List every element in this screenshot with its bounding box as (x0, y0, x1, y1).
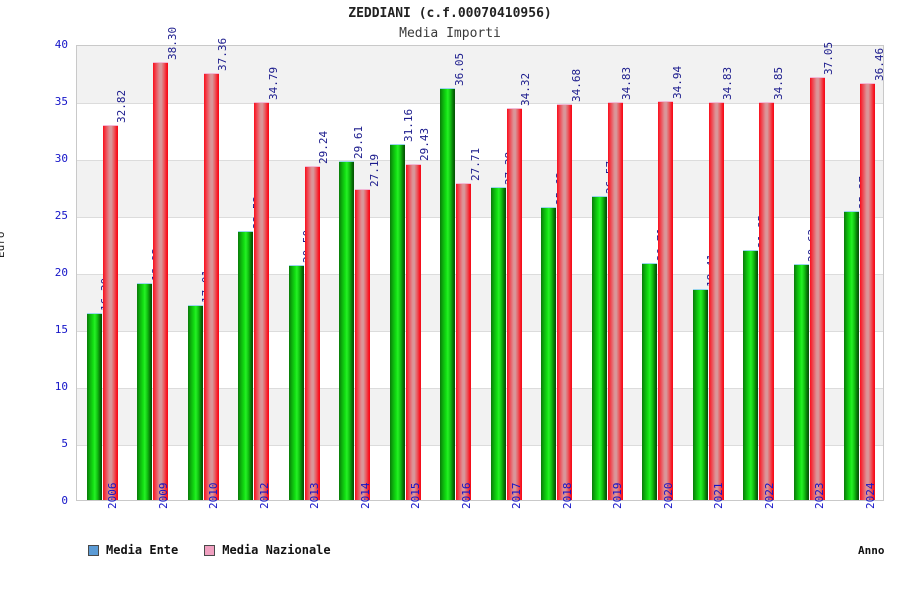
bar-media-nazionale[interactable] (860, 83, 876, 500)
bar-media-ente[interactable] (339, 161, 355, 500)
gridline (77, 388, 883, 389)
bar-media-ente[interactable] (490, 186, 506, 500)
y-axis-tick-label: 5 (61, 437, 68, 450)
y-axis-tick-label: 15 (54, 323, 68, 336)
legend-label: Media Ente (106, 543, 179, 557)
bar-media-nazionale[interactable] (708, 101, 724, 500)
bar-value-label: 34.32 (519, 72, 533, 106)
legend-swatch-icon (88, 544, 99, 556)
bar-media-ente[interactable] (541, 206, 557, 500)
bar-media-nazionale[interactable] (102, 124, 118, 500)
x-axis-tick-label: 2012 (257, 482, 271, 510)
bar-media-nazionale[interactable] (456, 183, 472, 500)
bar-media-nazionale[interactable] (203, 73, 219, 500)
bar-media-nazionale[interactable] (557, 103, 573, 500)
legend-label: Media Nazionale (222, 543, 331, 557)
bar-value-label: 34.94 (670, 65, 684, 99)
bar-value-label: 32.82 (115, 89, 129, 123)
plot-area: 16.3032.8218.9338.3017.0137.3623.5234.79… (76, 27, 886, 501)
bar-media-nazionale[interactable] (506, 107, 522, 500)
x-axis-tick-label: 2013 (308, 482, 322, 510)
bar-value-label: 37.36 (216, 37, 230, 72)
bar-value-label: 34.83 (721, 66, 735, 100)
bar-value-label: 27.71 (468, 147, 482, 182)
bar-value-label: 36.46 (872, 48, 886, 82)
x-axis-tick-label: 2014 (358, 482, 372, 510)
x-axis-tick-label: 2019 (611, 482, 625, 510)
y-axis-tick-label: 10 (54, 380, 68, 393)
page-title: ZEDDIANI (c.f.00070410956) (348, 6, 552, 21)
bar-media-nazionale[interactable] (809, 76, 825, 500)
gridline (77, 331, 883, 332)
bar-media-ente[interactable] (692, 289, 708, 500)
bar-media-nazionale[interactable] (607, 101, 623, 500)
bar-value-label: 38.30 (165, 27, 179, 61)
bar-value-label: 29.43 (418, 128, 432, 162)
bar-media-ente[interactable] (743, 249, 759, 500)
bar-media-ente[interactable] (288, 265, 304, 500)
bar-media-ente[interactable] (440, 88, 456, 500)
legend: Media Ente Media Nazionale (88, 542, 331, 558)
x-axis-tick-label: 2016 (459, 482, 473, 510)
bar-value-label: 34.85 (771, 66, 785, 100)
legend-item[interactable]: Media Ente (88, 543, 178, 557)
x-axis-tick-label: 2015 (409, 482, 423, 510)
bar-media-nazionale[interactable] (759, 101, 775, 500)
bar-value-label: 34.83 (620, 66, 634, 100)
bar-value-label: 27.19 (367, 153, 381, 188)
x-axis-tick-label: 2017 (510, 482, 524, 510)
bar-media-ente[interactable] (238, 230, 254, 500)
legend-swatch-icon (204, 544, 216, 556)
x-axis-tick-label: 2006 (106, 482, 120, 510)
bar-value-label: 29.61 (351, 126, 365, 160)
background-band (77, 46, 883, 103)
x-axis-title: Anno (858, 544, 885, 557)
gridline (77, 160, 883, 161)
bar-media-ente[interactable] (642, 262, 658, 500)
bar-value-label: 31.16 (402, 108, 416, 142)
x-axis-tick-label: 2018 (560, 482, 574, 510)
bar-media-ente[interactable] (137, 283, 153, 500)
bar-value-label: 37.05 (822, 41, 836, 75)
gridline (77, 445, 883, 446)
bar-media-ente[interactable] (591, 196, 607, 500)
bar-media-nazionale[interactable] (658, 100, 674, 500)
gridline (77, 217, 883, 218)
legend-item[interactable]: Media Nazionale (204, 543, 331, 557)
bar-media-nazionale[interactable] (153, 62, 169, 500)
y-axis-tick-label: 30 (54, 152, 68, 165)
bar-value-label: 34.79 (266, 67, 280, 101)
x-axis-tick-label: 2023 (813, 482, 827, 510)
bar-media-nazionale[interactable] (304, 165, 320, 500)
bar-value-label: 29.24 (317, 130, 331, 164)
y-axis-tick-label: 35 (54, 95, 68, 108)
y-axis-tick-label: 25 (54, 209, 68, 222)
bar-media-ente[interactable] (389, 143, 405, 500)
y-axis-tick-label: 40 (54, 38, 68, 51)
gridline (77, 274, 883, 275)
x-axis-tick-label: 2009 (156, 482, 170, 510)
gridline (77, 103, 883, 104)
bar-media-ente[interactable] (187, 305, 203, 500)
y-axis-tick-label: 0 (61, 494, 68, 507)
x-axis-tick-label: 2024 (863, 482, 877, 510)
x-axis-tick-label: 2010 (207, 482, 221, 510)
y-axis-tick-label: 20 (54, 266, 68, 279)
bar-media-ente[interactable] (793, 263, 809, 500)
x-axis-tick-label: 2021 (712, 482, 726, 510)
bar-media-ente[interactable] (844, 210, 860, 500)
y-axis-title: Euro (0, 231, 7, 259)
chart-subtitle: Media Importi (399, 26, 501, 41)
x-axis-tick-label: 2020 (661, 482, 675, 510)
bar-media-nazionale[interactable] (355, 189, 371, 500)
x-axis-tick-label: 2022 (762, 482, 776, 510)
bar-media-nazionale[interactable] (254, 102, 270, 500)
bar-value-label: 34.68 (569, 68, 583, 102)
bar-value-label: 36.05 (452, 52, 466, 87)
bar-media-ente[interactable] (86, 313, 102, 500)
bar-media-nazionale[interactable] (405, 163, 421, 500)
